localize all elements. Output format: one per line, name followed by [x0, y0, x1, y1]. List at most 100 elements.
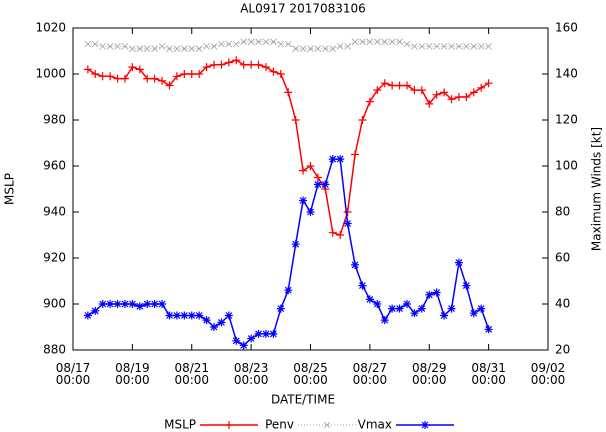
- x-tick-label: 08/25 00:00: [293, 361, 328, 387]
- marker: [270, 38, 277, 46]
- legend-marker: [225, 421, 233, 429]
- marker: [240, 38, 247, 46]
- y2-tick-label: 80: [555, 205, 570, 219]
- series-line: [87, 59, 490, 236]
- marker: [195, 70, 204, 78]
- marker: [477, 43, 485, 50]
- marker: [143, 300, 152, 308]
- marker: [336, 155, 345, 164]
- legend-label: Vmax: [358, 418, 392, 432]
- x-tick-label: 08/31 00:00: [471, 361, 506, 387]
- marker: [365, 295, 374, 304]
- marker: [180, 70, 189, 78]
- marker: [484, 325, 493, 334]
- marker: [306, 162, 315, 170]
- marker: [143, 74, 152, 83]
- marker: [106, 43, 114, 50]
- marker: [343, 219, 352, 228]
- marker: [403, 40, 411, 48]
- chart-title: AL0917 2017083106: [240, 2, 366, 16]
- marker: [202, 63, 211, 72]
- series-line: [87, 158, 490, 347]
- marker: [336, 43, 344, 50]
- legend-label: MSLP: [164, 418, 196, 432]
- marker: [136, 45, 144, 52]
- marker: [247, 38, 255, 46]
- x-tick-label: 08/23 00:00: [234, 361, 269, 387]
- x-tick-label: 08/29 00:00: [412, 361, 447, 387]
- marker: [291, 240, 300, 249]
- marker: [83, 311, 92, 320]
- marker: [351, 150, 360, 159]
- marker: [388, 38, 396, 46]
- marker: [165, 81, 174, 90]
- marker: [462, 93, 471, 101]
- marker: [440, 311, 449, 320]
- marker: [447, 304, 456, 313]
- marker: [262, 38, 270, 46]
- marker: [344, 43, 351, 50]
- marker: [269, 329, 278, 338]
- marker: [299, 196, 308, 205]
- marker: [203, 43, 210, 50]
- marker: [432, 288, 441, 297]
- marker: [440, 43, 448, 50]
- y-tick-label: 940: [43, 205, 66, 219]
- marker: [425, 43, 433, 50]
- marker: [447, 95, 456, 104]
- marker: [83, 65, 92, 74]
- marker: [418, 43, 426, 50]
- marker: [91, 70, 100, 78]
- marker: [121, 43, 129, 50]
- x-tick-label: 08/21 00:00: [174, 361, 209, 387]
- y2-tick-label: 20: [555, 343, 570, 357]
- marker: [306, 208, 315, 216]
- marker: [396, 38, 403, 46]
- marker: [477, 83, 486, 92]
- marker: [402, 81, 411, 90]
- marker: [254, 329, 263, 338]
- marker: [195, 45, 203, 52]
- marker: [135, 302, 144, 311]
- marker: [284, 88, 293, 97]
- y-tick-label: 880: [43, 343, 66, 357]
- marker: [106, 72, 115, 81]
- y-tick-label: 1020: [35, 21, 66, 35]
- marker: [470, 43, 478, 50]
- marker: [128, 63, 137, 72]
- marker: [239, 60, 248, 69]
- y2-tick-label: 160: [555, 21, 578, 35]
- x-tick-label: 08/27 00:00: [353, 361, 388, 387]
- marker: [91, 306, 100, 315]
- marker: [388, 304, 397, 313]
- marker: [425, 99, 434, 108]
- marker: [113, 300, 122, 308]
- marker: [299, 166, 308, 175]
- marker: [485, 43, 492, 50]
- marker: [113, 74, 122, 83]
- marker: [195, 311, 204, 320]
- marker: [151, 45, 158, 52]
- marker: [128, 300, 137, 308]
- marker: [158, 76, 167, 85]
- marker: [307, 45, 314, 52]
- marker: [247, 334, 256, 343]
- marker: [232, 40, 240, 48]
- marker: [433, 43, 440, 50]
- marker: [276, 304, 285, 313]
- marker: [484, 79, 493, 88]
- marker: [462, 281, 471, 290]
- marker: [210, 323, 219, 331]
- marker: [181, 45, 188, 52]
- marker: [269, 67, 278, 76]
- y-axis-label: MSLP: [3, 173, 17, 205]
- marker: [232, 336, 241, 345]
- marker: [417, 304, 426, 313]
- marker: [417, 86, 426, 95]
- marker: [374, 38, 381, 46]
- marker: [328, 228, 337, 237]
- marker: [432, 90, 441, 99]
- marker: [425, 290, 434, 299]
- marker: [143, 45, 151, 52]
